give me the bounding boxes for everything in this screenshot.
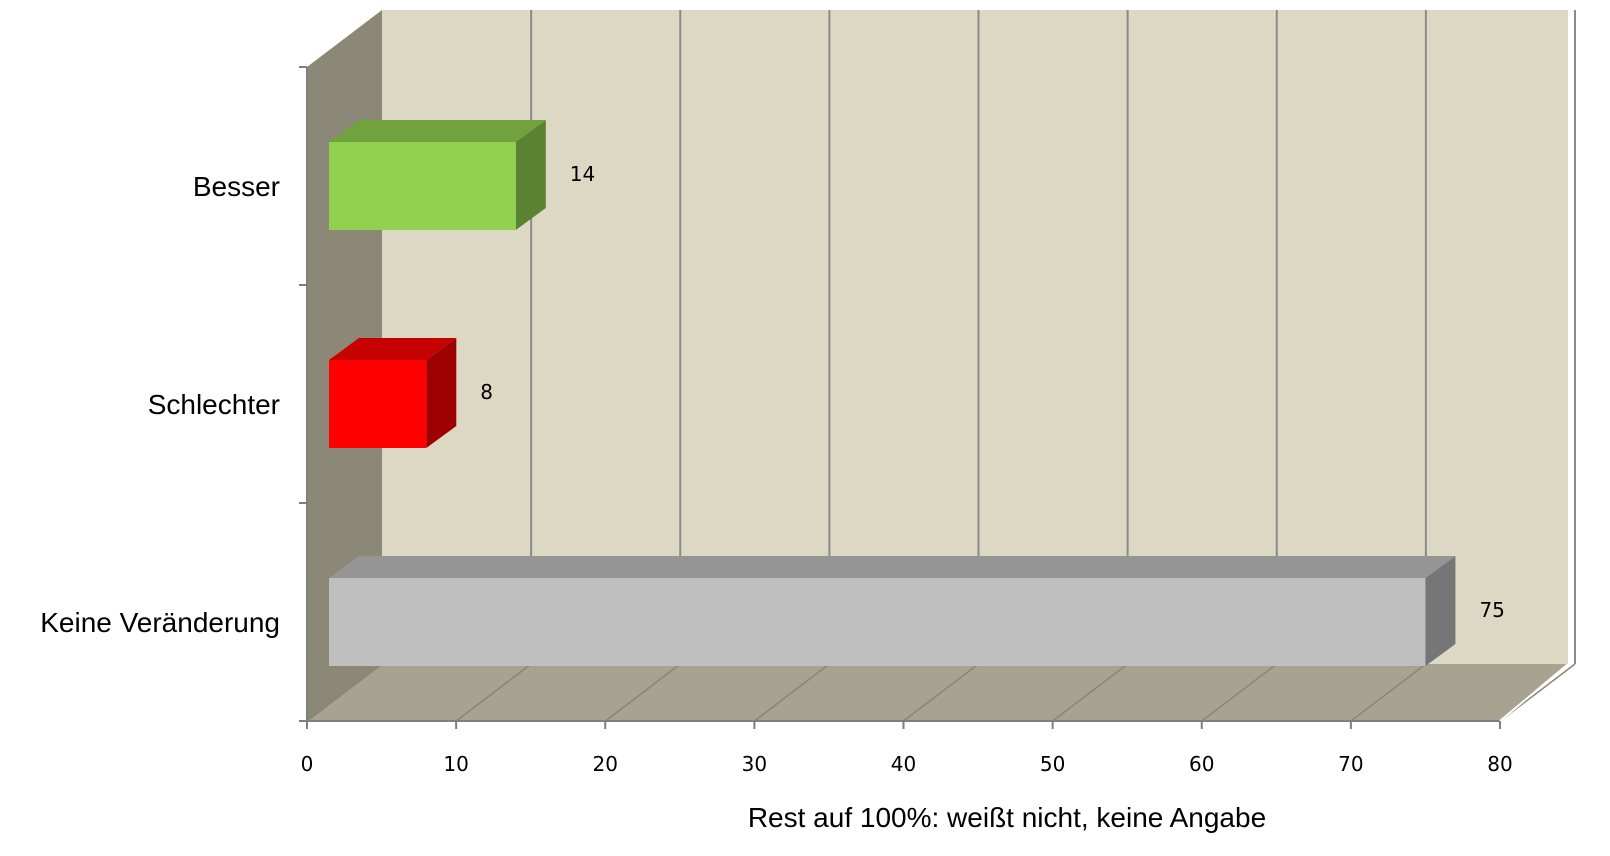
floor-gridline <box>1052 663 1129 722</box>
category-label: Schlechter <box>148 389 280 420</box>
bar-top <box>329 556 1456 578</box>
bar-side <box>515 120 546 230</box>
bar-front <box>329 578 1426 666</box>
data-label: 8 <box>480 380 493 404</box>
x-tick-label: 70 <box>1338 752 1363 776</box>
x-axis-title: Rest auf 100%: weißt nicht, keine Angabe <box>748 802 1266 833</box>
category-label: Keine Veränderung <box>40 607 280 638</box>
floor-gridline <box>604 663 681 722</box>
x-tick-label: 50 <box>1040 752 1065 776</box>
data-label: 75 <box>1479 598 1504 622</box>
floor-gridline <box>903 663 979 722</box>
x-tick-label: 0 <box>301 752 314 776</box>
floor-gridline <box>753 663 830 722</box>
bar <box>329 556 1456 666</box>
x-tick-labels: 0 10 20 30 40 50 60 70 80 <box>301 752 1513 776</box>
bar-side <box>1425 556 1456 666</box>
axes <box>299 66 1569 729</box>
floor-gridline <box>1201 663 1278 722</box>
floor-gridlines <box>306 663 1576 722</box>
x-tick-label: 20 <box>593 752 618 776</box>
bar-front <box>329 360 427 448</box>
bar-top <box>329 120 546 142</box>
bar-side <box>426 338 457 448</box>
category-label: Besser <box>193 171 280 202</box>
x-tick-label: 60 <box>1189 752 1214 776</box>
back-wall <box>382 10 1568 664</box>
floor <box>307 664 1568 721</box>
floor-edge <box>1499 663 1569 722</box>
x-tick-label: 80 <box>1487 752 1512 776</box>
data-label: 14 <box>570 162 595 186</box>
bars <box>329 120 1456 666</box>
x-tick-label: 40 <box>891 752 916 776</box>
bar <box>329 338 457 448</box>
floor-gridline <box>306 663 383 722</box>
gridlines <box>530 10 1576 664</box>
x-tick-label: 10 <box>443 752 468 776</box>
floor-gridline <box>1350 663 1427 722</box>
x-tick-label: 30 <box>742 752 767 776</box>
bar <box>329 120 546 230</box>
value-labels: 14 8 75 <box>480 162 1505 622</box>
category-labels: Besser Schlechter Keine Veränderung <box>40 171 280 638</box>
bar-front <box>329 142 516 230</box>
bar-top <box>329 338 457 360</box>
floor-gridline <box>455 663 532 722</box>
